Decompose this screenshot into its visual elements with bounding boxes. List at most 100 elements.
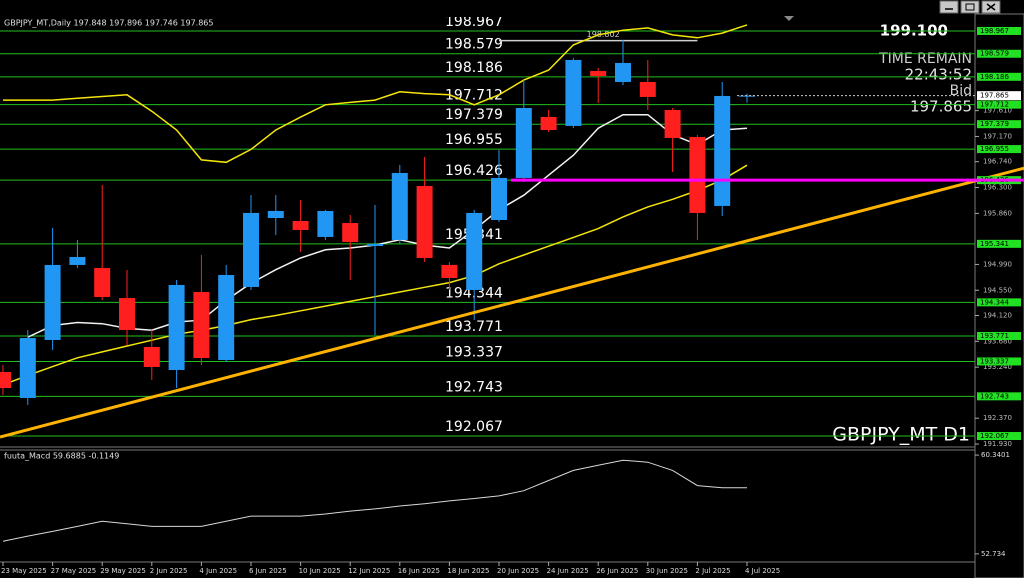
x-tick-label: 10 Jun 2025 — [299, 567, 341, 575]
candle-body — [292, 220, 309, 230]
candle-body — [466, 212, 483, 290]
candle-body — [143, 346, 160, 367]
y-tick-label: 193.680 — [983, 337, 1012, 345]
candle-body — [391, 172, 408, 240]
level-tag — [977, 357, 1021, 366]
level-tag — [977, 26, 1021, 35]
y-tick-label: 191.930 — [983, 440, 1012, 448]
candle-body — [565, 59, 582, 126]
candle-body — [689, 136, 706, 213]
level-tag-label: 194.344 — [980, 298, 1009, 306]
trendline — [0, 166, 1024, 439]
x-tick-label: 20 Jun 2025 — [497, 567, 539, 575]
level-tag-label: 196.955 — [980, 145, 1009, 153]
candle-body — [168, 284, 185, 370]
candle-body — [491, 177, 507, 220]
level-tag — [977, 392, 1021, 401]
x-tick-label: 2 Jun 2025 — [150, 567, 188, 575]
y-tick-label: 197.170 — [983, 132, 1012, 140]
candle-body — [540, 116, 557, 131]
indicator-title: fuuta_Macd 59.6885 -0.1149 — [4, 452, 119, 461]
candle-body — [69, 256, 86, 265]
candle-body — [19, 337, 36, 398]
candle-body — [639, 81, 656, 97]
y-tick-label: 194.120 — [983, 312, 1012, 320]
level-label: 197.379 — [445, 107, 503, 123]
level-label: 198.967 — [445, 14, 503, 30]
y-tick-label: 194.550 — [983, 286, 1012, 294]
current-price-label: 197.865 — [980, 92, 1009, 100]
level-tag — [977, 239, 1021, 248]
x-tick-label: 24 Jun 2025 — [547, 567, 589, 575]
level-tag — [977, 432, 1021, 441]
y-tick-label: 196.300 — [983, 184, 1012, 192]
candle-body — [615, 62, 631, 82]
level-label: 198.186 — [445, 60, 503, 76]
y-tick-label: 197.610 — [983, 107, 1012, 115]
candle-body — [119, 298, 135, 331]
chart-title: GBPJPY_MT,Daily 197.848 197.896 197.746 … — [4, 19, 213, 28]
maximize-button[interactable] — [960, 0, 980, 14]
level-tag — [977, 145, 1021, 154]
x-tick-label: 12 Jun 2025 — [348, 567, 390, 575]
level-tag-label: 197.379 — [980, 120, 1009, 128]
level-label: 197.712 — [445, 88, 503, 104]
bid-price: 197.865 — [910, 98, 972, 116]
x-tick-label: 4 Jun 2025 — [199, 567, 237, 575]
minimize-button[interactable] — [939, 0, 959, 14]
level-label: 192.067 — [445, 419, 503, 435]
indicator-line — [2, 459, 747, 542]
level-label: 192.743 — [445, 379, 503, 395]
candle-body — [193, 291, 210, 359]
level-tag — [977, 120, 1021, 129]
candle-body — [317, 210, 334, 237]
symbol-label: GBPJPY_MT D1 — [832, 424, 970, 446]
candle-body — [0, 371, 11, 389]
level-tag-label: 195.341 — [980, 240, 1009, 248]
icon — [965, 3, 975, 11]
x-tick-label: 30 Jun 2025 — [646, 567, 688, 575]
candle-body — [342, 222, 359, 243]
candle-body — [416, 186, 433, 258]
x-tick-label: 4 Jul 2025 — [745, 567, 780, 575]
y-tick-label: 195.860 — [983, 209, 1012, 217]
candle-body — [515, 107, 532, 178]
candle-body — [94, 267, 111, 298]
level-tag — [977, 49, 1021, 58]
indicator-tick-label: 60.3401 — [981, 451, 1010, 459]
candle-body — [441, 264, 458, 278]
y-tick-label: 196.740 — [983, 158, 1012, 166]
level-tag-label: 192.743 — [980, 392, 1009, 400]
time-remain: 22:43:52 — [905, 66, 972, 84]
candle-body — [664, 109, 681, 138]
indicator-tick-label: 52.734 — [981, 550, 1006, 558]
x-tick-label: 2 Jul 2025 — [695, 567, 730, 575]
y-tick-label: 192.370 — [983, 414, 1012, 422]
x-tick-label: 16 Jun 2025 — [398, 567, 440, 575]
level-tag-label: 198.967 — [980, 27, 1009, 35]
level-tag-label: 198.579 — [980, 50, 1009, 58]
x-tick-label: 6 Jun 2025 — [249, 567, 287, 575]
candle-body — [714, 95, 731, 206]
overlay-line — [3, 24, 748, 164]
level-tag — [977, 298, 1021, 307]
level-tag-label: 192.067 — [980, 432, 1009, 440]
y-tick-label: 194.990 — [983, 260, 1012, 268]
level-tag-label: 197.712 — [980, 101, 1009, 109]
level-tag-label: 193.337 — [980, 357, 1009, 365]
level-tag — [977, 100, 1021, 109]
x-tick-label: 23 May 2025 — [1, 567, 47, 575]
candle-body — [267, 210, 284, 218]
level-label: 198.579 — [445, 37, 503, 53]
bid-label: Bid — [950, 83, 972, 99]
candle-body — [44, 264, 61, 340]
candle-body — [218, 275, 235, 361]
x-tick-label: 29 May 2025 — [100, 567, 146, 575]
level-tag-label: 193.771 — [980, 332, 1009, 340]
overlay-line — [27, 113, 748, 338]
x-tick-label: 18 Jun 2025 — [447, 567, 489, 575]
plot: 198.967 198.579 198.186 197.712 197.379 196.9… — [0, 14, 975, 437]
level-tag — [977, 331, 1021, 340]
